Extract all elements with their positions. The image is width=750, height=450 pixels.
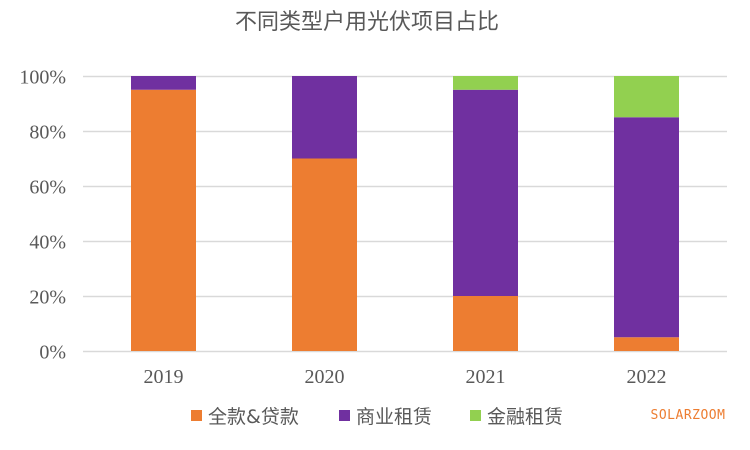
x-tick-label: 2022 xyxy=(627,366,667,388)
legend-swatch xyxy=(470,410,481,421)
bar-segment-2 xyxy=(453,89,518,296)
bar-segment-2 xyxy=(131,76,196,90)
x-axis-ticks: 2019 2020 2021 2022 xyxy=(144,366,667,388)
legend: 全款&贷款 商业租赁 金融租赁 xyxy=(191,406,563,428)
y-tick-label: 80% xyxy=(29,122,66,144)
y-tick-label: 40% xyxy=(29,232,66,254)
x-tick-label: 2020 xyxy=(305,366,345,388)
bar-segment-3 xyxy=(614,76,679,118)
x-tick-label: 2019 xyxy=(144,366,184,388)
watermark-logo: SOLARZOOM xyxy=(651,408,726,423)
y-tick-label: 0% xyxy=(39,342,66,364)
x-tick-label: 2021 xyxy=(466,366,506,388)
bar-segment-1 xyxy=(131,89,196,351)
bar-segment-2 xyxy=(614,117,679,338)
y-tick-label: 60% xyxy=(29,177,66,199)
y-axis-ticks: 0% 20% 40% 60% 80% 100% xyxy=(19,67,66,364)
bars xyxy=(131,76,679,351)
bar-segment-1 xyxy=(453,296,518,351)
legend-label: 全款&贷款 xyxy=(208,406,299,428)
bar-segment-3 xyxy=(453,76,518,90)
y-tick-label: 100% xyxy=(19,67,66,89)
bar-segment-1 xyxy=(614,337,679,351)
chart-title: 不同类型户用光伏项目占比 xyxy=(235,10,499,35)
legend-swatch xyxy=(339,410,350,421)
bar-segment-1 xyxy=(292,158,357,351)
legend-label: 金融租赁 xyxy=(487,406,563,428)
legend-label: 商业租赁 xyxy=(356,406,432,428)
legend-swatch xyxy=(191,410,202,421)
y-tick-label: 20% xyxy=(29,287,66,309)
bar-segment-2 xyxy=(292,76,357,159)
